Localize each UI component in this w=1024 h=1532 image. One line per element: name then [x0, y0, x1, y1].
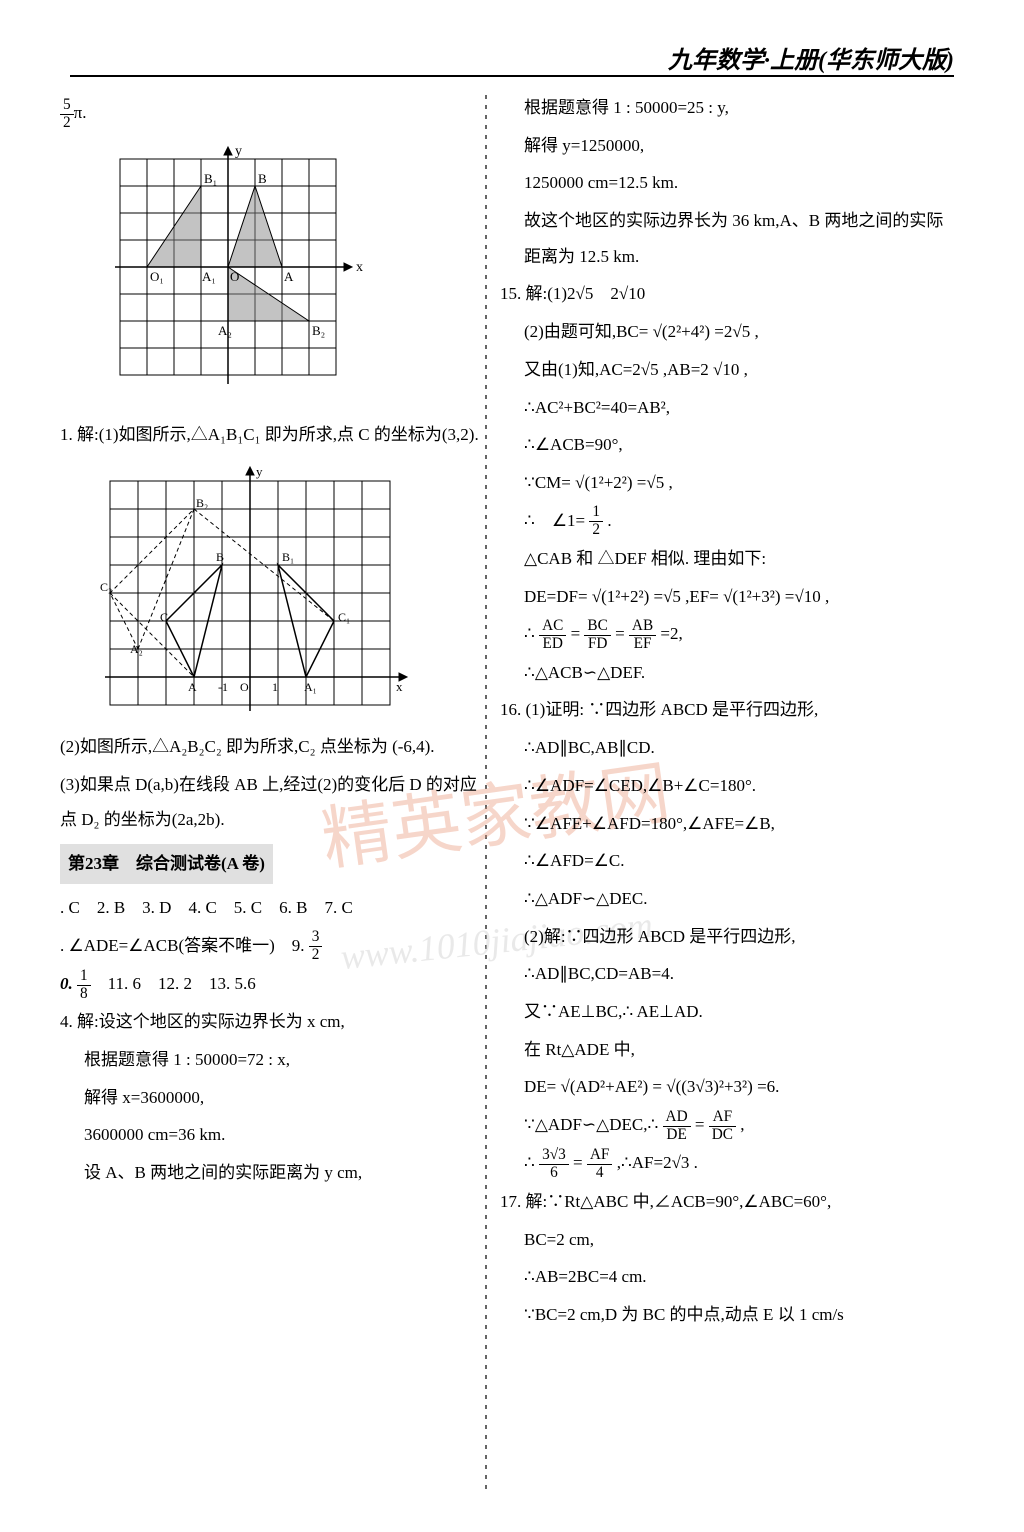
svg-text:A₂: A₂ — [130, 642, 143, 656]
r16-9: 又∵AE⊥BC,∴ AE⊥AD. — [500, 994, 960, 1030]
ans-line1: . C 2. B 3. D 4. C 5. C 6. B 7. C — [60, 890, 480, 926]
page-header: 九年数学·上册(华东师大版) — [668, 40, 954, 75]
p2: (2)如图所示,△A₂B₂C₂ 即为所求,C₂ 点坐标为 (-6,4). — [60, 729, 480, 765]
r15-9: DE=DF= √(1²+2²) =√5 ,EF= √(1²+3²) =√10 , — [500, 579, 960, 615]
svg-text:1: 1 — [272, 680, 278, 694]
p14-1: 4. 解:设这个地区的实际边界长为 x cm, — [60, 1004, 480, 1040]
r15-2: (2)由题可知,BC= √(2²+4²) =2√5 , — [500, 314, 960, 350]
right-column: 根据题意得 1 : 50000=25 : y, 解得 y=1250000, 12… — [500, 90, 960, 1335]
p14-3: 解得 x=3600000, — [60, 1080, 480, 1116]
r16-2: ∴AD∥BC,AB∥CD. — [500, 730, 960, 766]
graph-1: y x O₁ A₁ O A B₁ B A₂ B₂ — [100, 139, 370, 409]
svg-text:A₁: A₁ — [304, 680, 317, 694]
p14-5: 设 A、B 两地之间的实际距离为 y cm, — [60, 1155, 480, 1191]
r15: 15. 解:(1)2√5 2√10 — [500, 276, 960, 312]
svg-text:B₁: B₁ — [282, 550, 294, 564]
svg-text:A₂: A₂ — [218, 323, 232, 338]
svg-text:x: x — [396, 679, 403, 694]
svg-text:A: A — [188, 680, 197, 694]
p14-4: 3600000 cm=36 km. — [60, 1117, 480, 1153]
r16-4: ∵∠AFE+∠AFD=180°,∠AFE=∠B, — [500, 806, 960, 842]
r16-11: DE= √(AD²+AE²) = √((3√3)²+3²) =6. — [500, 1069, 960, 1105]
r15-3: 又由(1)知,AC=2√5 ,AB=2 √10 , — [500, 352, 960, 388]
r1: 根据题意得 1 : 50000=25 : y, — [500, 90, 960, 126]
svg-text:O₁: O₁ — [150, 269, 164, 284]
left-column: 52π. y x O₁ A₁ O A B₁ B A₂ B₂ 1. 解:(1)如图… — [60, 95, 480, 1193]
r16: 16. (1)证明: ∵四边形 ABCD 是平行四边形, — [500, 692, 960, 728]
r15-7: ∴ ∠1= 12 . — [500, 503, 960, 539]
r16-8: ∴AD∥BC,CD=AB=4. — [500, 956, 960, 992]
frac-top: 52π. — [60, 95, 480, 131]
svg-text:C: C — [160, 610, 168, 624]
svg-text:A₁: A₁ — [202, 269, 216, 284]
p1: 1. 解:(1)如图所示,△A₁B₁C₁ 即为所求,点 C 的坐标为(3,2). — [60, 417, 480, 453]
r16-13: ∴ 3√36 = AF4 ,∴AF=2√3 . — [500, 1145, 960, 1181]
column-divider — [485, 95, 487, 1495]
section-title: 第23章 综合测试卷(A 卷) — [60, 844, 273, 884]
r15-10: ∴ ACED = BCFD = ABEF =2, — [500, 616, 960, 652]
r15-8: △CAB 和 △DEF 相似. 理由如下: — [500, 541, 960, 577]
r3: 1250000 cm=12.5 km. — [500, 165, 960, 201]
r16-6: ∴△ADF∽△DEC. — [500, 881, 960, 917]
svg-text:-1: -1 — [218, 680, 228, 694]
svg-text:B: B — [258, 171, 267, 186]
header-rule — [70, 75, 954, 77]
ans-line2: . ∠ADE=∠ACB(答案不唯一) 9. 32 — [60, 928, 480, 964]
graph-2: y x B₂ B B₁ C₂ C C₁ A₂ A A₁ -1 O 1 — [100, 461, 410, 721]
r16-5: ∴∠AFD=∠C. — [500, 843, 960, 879]
ans-line3: 0. 18 11. 6 12. 2 13. 5.6 — [60, 966, 480, 1002]
svg-text:A: A — [284, 269, 294, 284]
r2: 解得 y=1250000, — [500, 128, 960, 164]
r16-7: (2)解:∵四边形 ABCD 是平行四边形, — [500, 919, 960, 955]
svg-text:B₂: B₂ — [312, 323, 325, 338]
r16-10: 在 Rt△ADE 中, — [500, 1032, 960, 1068]
r17: 17. 解:∵Rt△ABC 中,∠ACB=90°,∠ABC=60°, — [500, 1184, 960, 1220]
r17-2: BC=2 cm, — [500, 1222, 960, 1258]
r17-3: ∴AB=2BC=4 cm. — [500, 1259, 960, 1295]
svg-text:B₂: B₂ — [196, 496, 208, 510]
r15-6: ∵CM= √(1²+2²) =√5 , — [500, 465, 960, 501]
r16-3: ∴∠ADF=∠CED,∠B+∠C=180°. — [500, 768, 960, 804]
r16-12: ∵△ADF∽△DEC,∴ ADDE = AFDC , — [500, 1107, 960, 1143]
r15-5: ∴∠ACB=90°, — [500, 427, 960, 463]
p3: (3)如果点 D(a,b)在线段 AB 上,经过(2)的变化后 D 的对应点 D… — [60, 767, 480, 838]
svg-text:B: B — [216, 550, 224, 564]
svg-text:B₁: B₁ — [204, 171, 217, 186]
svg-text:O: O — [230, 269, 239, 284]
svg-text:O: O — [240, 680, 249, 694]
r15-4: ∴AC²+BC²=40=AB², — [500, 390, 960, 426]
r15-11: ∴△ACB∽△DEF. — [500, 655, 960, 691]
svg-text:y: y — [235, 144, 242, 159]
r17-4: ∵BC=2 cm,D 为 BC 的中点,动点 E 以 1 cm/s — [500, 1297, 960, 1333]
p14-2: 根据题意得 1 : 50000=72 : x, — [60, 1042, 480, 1078]
svg-text:C₂: C₂ — [100, 580, 112, 594]
svg-text:y: y — [256, 464, 263, 479]
r4: 故这个地区的实际边界长为 36 km,A、B 两地之间的实际距离为 12.5 k… — [500, 203, 960, 274]
svg-text:C₁: C₁ — [338, 610, 350, 624]
svg-text:x: x — [356, 260, 363, 275]
